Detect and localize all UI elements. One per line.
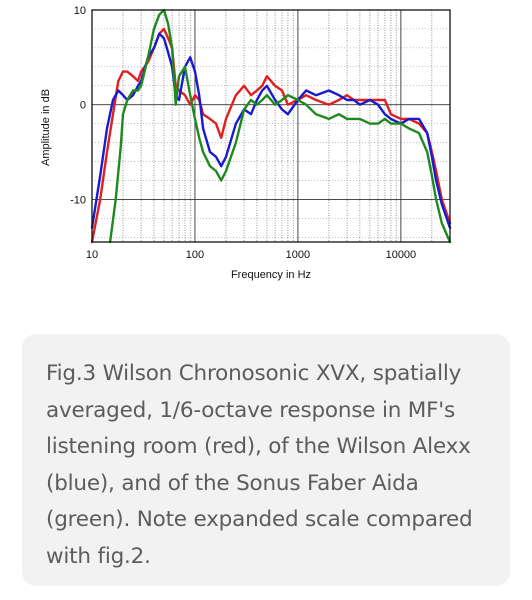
y-tick-label: 10 [74, 5, 86, 17]
x-tick-label: 10000 [386, 249, 417, 261]
caption-line: listening room (red), of the Wilson Alex… [46, 434, 471, 459]
plot-frame [91, 9, 451, 243]
y-axis-label: Amplitude in dB [40, 88, 52, 166]
x-tick-label: 10 [86, 249, 98, 261]
caption-line: averaged, 1/6-octave response in MF's [46, 397, 456, 423]
x-tick-label: 100 [186, 249, 204, 261]
frequency-response-chart: 10 100 1000 10000 10 0 -10 Frequency in Hz Ampl… [40, 5, 452, 281]
figure-caption-card: Fig.3 Wilson Chronosonic XVX, spatially … [22, 334, 510, 586]
caption-line: with fig.2. [46, 543, 151, 569]
x-tick-label: 1000 [286, 249, 310, 261]
figure-caption: Fig.3 Wilson Chronosonic XVX, spatially … [46, 356, 486, 575]
caption-line: (green). Note expanded scale compared [46, 507, 473, 532]
caption-line: (blue), and of the Sonus Faber Aida [46, 470, 419, 496]
y-tick-label: -10 [70, 194, 86, 206]
series-line-2 [108, 8, 452, 244]
series-line-0 [90, 27, 452, 244]
caption-line: Fig.3 Wilson Chronosonic XVX, spatially [46, 361, 462, 386]
x-axis-label: Frequency in Hz [231, 269, 311, 281]
y-tick-label: 0 [80, 100, 86, 112]
